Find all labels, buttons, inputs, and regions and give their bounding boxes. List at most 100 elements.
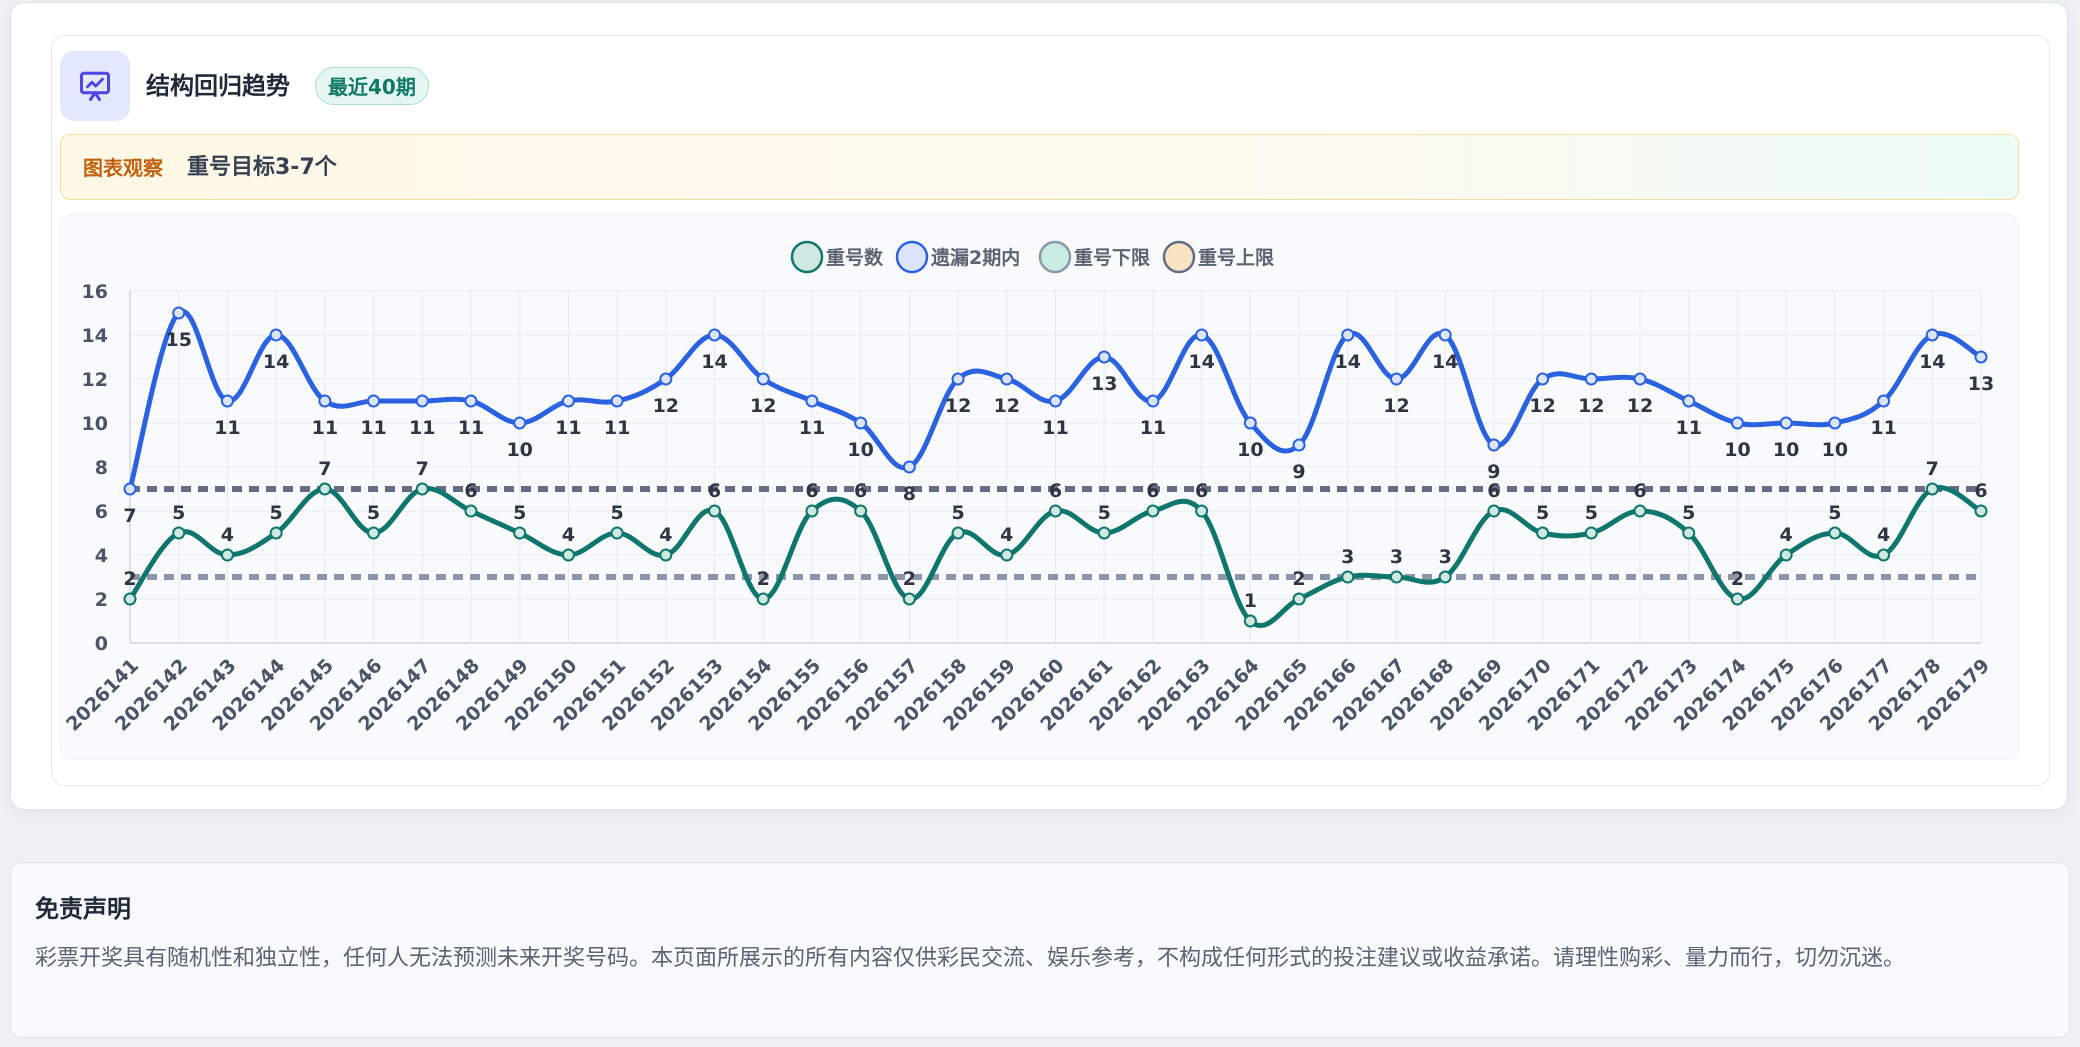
data-point bbox=[951, 526, 965, 540]
data-point bbox=[415, 482, 429, 496]
data-label: 5 bbox=[1536, 502, 1549, 524]
data-point bbox=[854, 416, 868, 430]
data-point bbox=[1438, 570, 1452, 584]
data-label: 10 bbox=[1822, 439, 1848, 461]
data-point bbox=[1633, 504, 1647, 518]
y-tick-label: 14 bbox=[82, 325, 108, 347]
disclaimer-panel: 免责声明 彩票开奖具有随机性和独立性，任何人无法预测未来开奖号码。本页面所展示的… bbox=[10, 862, 2070, 1038]
data-point bbox=[756, 592, 770, 606]
data-point bbox=[1341, 328, 1355, 342]
data-label: 11 bbox=[604, 417, 630, 439]
data-label: 5 bbox=[1098, 502, 1111, 524]
data-label: 2 bbox=[1731, 568, 1744, 590]
data-point bbox=[1097, 350, 1111, 364]
legend-swatch bbox=[790, 240, 824, 274]
data-point bbox=[1828, 416, 1842, 430]
data-label: 13 bbox=[1091, 373, 1117, 395]
y-tick-label: 16 bbox=[82, 281, 108, 303]
data-label: 2 bbox=[903, 568, 916, 590]
data-point bbox=[1000, 548, 1014, 562]
data-point bbox=[220, 394, 234, 408]
data-point bbox=[805, 394, 819, 408]
data-label: 14 bbox=[1919, 351, 1945, 373]
data-label: 2 bbox=[123, 568, 136, 590]
data-label: 12 bbox=[653, 395, 679, 417]
data-label: 1 bbox=[1244, 590, 1257, 612]
data-point bbox=[123, 482, 137, 496]
legend-label: 重号下限 bbox=[1074, 247, 1150, 269]
data-point bbox=[318, 482, 332, 496]
data-label: 14 bbox=[1188, 351, 1214, 373]
data-point bbox=[1730, 592, 1744, 606]
data-point bbox=[415, 394, 429, 408]
data-point bbox=[756, 372, 770, 386]
observation-text: 重号目标3-7个 bbox=[187, 155, 337, 180]
y-tick-label: 2 bbox=[95, 589, 108, 611]
y-tick-label: 0 bbox=[95, 633, 108, 655]
data-point bbox=[1243, 416, 1257, 430]
data-label: 9 bbox=[1292, 461, 1305, 483]
data-point bbox=[1049, 394, 1062, 408]
data-label: 6 bbox=[464, 480, 477, 502]
data-label: 11 bbox=[458, 417, 484, 439]
data-label: 2 bbox=[757, 568, 770, 590]
data-label: 3 bbox=[1341, 546, 1354, 568]
data-point bbox=[269, 328, 283, 342]
data-label: 11 bbox=[1140, 417, 1166, 439]
chart-panel: 0 2 4 6 8 10 12 14 16 2026141 2026142 2026143 202614… bbox=[60, 214, 2019, 760]
legend-label: 重号数 bbox=[826, 246, 884, 269]
data-label: 8 bbox=[903, 483, 916, 505]
data-point bbox=[1584, 372, 1598, 386]
data-point bbox=[513, 526, 527, 540]
data-label: 6 bbox=[1049, 480, 1062, 502]
data-label: 9 bbox=[1487, 461, 1500, 483]
data-point bbox=[902, 460, 916, 474]
data-label: 11 bbox=[312, 417, 338, 439]
data-label: 4 bbox=[1000, 524, 1013, 546]
data-point bbox=[1292, 592, 1306, 606]
data-label: 10 bbox=[1773, 439, 1799, 461]
data-label: 11 bbox=[360, 417, 386, 439]
data-label: 7 bbox=[1926, 458, 1939, 480]
data-point bbox=[1925, 482, 1939, 496]
observation-label: 图表观察 bbox=[83, 156, 163, 180]
data-point bbox=[854, 504, 868, 518]
data-label: 4 bbox=[659, 524, 672, 546]
data-label: 12 bbox=[1627, 395, 1653, 417]
presentation-chart-icon bbox=[60, 51, 130, 121]
data-point bbox=[1584, 526, 1598, 540]
data-point bbox=[1000, 372, 1014, 386]
data-point bbox=[220, 548, 234, 562]
y-tick-label: 4 bbox=[95, 545, 108, 567]
data-point bbox=[1146, 394, 1160, 408]
data-point bbox=[464, 504, 478, 518]
legend-label: 重号上限 bbox=[1198, 247, 1274, 269]
data-label: 11 bbox=[1870, 417, 1896, 439]
y-tick-label: 8 bbox=[95, 457, 108, 479]
data-label: 11 bbox=[214, 417, 240, 439]
data-point bbox=[1536, 372, 1550, 386]
data-label: 14 bbox=[1432, 351, 1458, 373]
data-label: 5 bbox=[270, 502, 283, 524]
data-point bbox=[1682, 394, 1696, 408]
data-point bbox=[1877, 394, 1891, 408]
data-point bbox=[1195, 328, 1209, 342]
legend-swatch bbox=[1038, 240, 1072, 274]
data-label: 4 bbox=[562, 524, 575, 546]
disclaimer-text: 彩票开奖具有随机性和独立性，任何人无法预测未来开奖号码。本页面所展示的所有内容仅… bbox=[35, 946, 1906, 971]
data-label: 5 bbox=[367, 502, 380, 524]
data-label: 5 bbox=[610, 502, 623, 524]
data-point bbox=[1049, 504, 1062, 518]
data-point bbox=[367, 526, 381, 540]
data-point bbox=[367, 394, 381, 408]
data-point bbox=[1389, 570, 1403, 584]
data-label: 3 bbox=[1439, 546, 1452, 568]
data-label: 11 bbox=[799, 417, 825, 439]
data-point bbox=[513, 416, 527, 430]
chart-title: 结构回归趋势 bbox=[146, 72, 290, 100]
legend-swatch bbox=[1162, 240, 1196, 274]
y-tick-label: 12 bbox=[82, 369, 108, 391]
data-label: 6 bbox=[708, 480, 721, 502]
data-point bbox=[1487, 438, 1501, 452]
data-label: 6 bbox=[1487, 480, 1500, 502]
